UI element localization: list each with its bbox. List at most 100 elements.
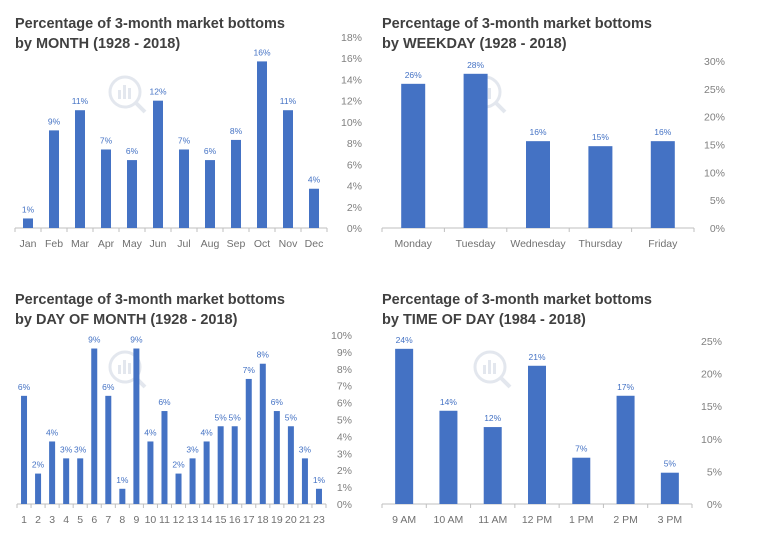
data-label: 4% [144, 427, 157, 437]
y-tick-label: 15% [704, 140, 725, 152]
y-tick-label: 4% [337, 431, 352, 443]
data-label: 5% [215, 412, 228, 422]
y-tick-label: 2% [347, 202, 362, 214]
data-label: 12% [484, 413, 501, 423]
bar-day-of-month-23 [315, 488, 322, 504]
data-label: 3% [186, 444, 199, 454]
data-label: 5% [664, 459, 677, 469]
bar-day-of-month-21 [301, 458, 308, 504]
data-label: 4% [308, 175, 321, 185]
y-tick-label: 0% [710, 223, 725, 235]
y-tick-label: 6% [337, 398, 352, 410]
bar-weekday-wednesday [526, 141, 550, 228]
data-label: 3% [299, 444, 312, 454]
x-tick-label: 11 [159, 514, 170, 526]
bar-day-of-month-11 [161, 411, 168, 504]
x-tick-label: Apr [98, 238, 115, 250]
x-tick-label: 1 PM [569, 514, 594, 526]
data-label: 6% [158, 397, 171, 407]
data-label: 2% [172, 460, 185, 470]
y-tick-label: 0% [707, 499, 722, 511]
y-tick-label: 5% [707, 466, 722, 478]
x-tick-label: 15 [215, 514, 227, 526]
bar-day-of-month-9 [133, 348, 140, 504]
data-label: 3% [74, 444, 87, 454]
x-tick-label: 12 [173, 514, 185, 526]
y-tick-label: 5% [710, 195, 725, 207]
y-tick-label: 12% [341, 96, 362, 108]
bar-day-of-month-4 [63, 458, 70, 504]
x-tick-label: 14 [201, 514, 213, 526]
x-tick-label: Jul [177, 238, 190, 250]
bar-month-jul [179, 149, 189, 228]
bar-weekday-friday [650, 141, 675, 228]
data-label: 2% [32, 460, 45, 470]
bar-month-sep [231, 139, 241, 228]
bar-month-mar [75, 110, 85, 228]
x-tick-label: May [122, 238, 143, 250]
bar-month-aug [205, 160, 215, 228]
x-tick-label: 12 PM [522, 514, 552, 526]
bar-day-of-month-7 [105, 395, 112, 504]
y-tick-label: 10% [701, 434, 722, 446]
x-tick-label: Nov [279, 238, 298, 250]
bar-time-of-day-12-pm [528, 365, 546, 504]
y-tick-label: 10% [341, 117, 362, 129]
x-tick-label: 21 [299, 514, 311, 526]
bar-day-of-month-2 [35, 473, 42, 504]
x-tick-label: Oct [254, 238, 270, 250]
x-tick-label: 16 [229, 514, 241, 526]
y-tick-label: 8% [337, 364, 352, 376]
data-label: 1% [313, 475, 326, 485]
bar-day-of-month-3 [49, 441, 56, 504]
x-tick-label: 11 AM [478, 514, 507, 526]
bar-month-jan [23, 218, 33, 228]
x-tick-label: Feb [45, 238, 63, 250]
title-line2: by WEEKDAY (1928 - 2018) [382, 36, 567, 52]
title-line2: by DAY OF MONTH (1928 - 2018) [15, 312, 238, 328]
y-tick-label: 5% [337, 415, 352, 427]
y-tick-label: 18% [341, 32, 362, 44]
y-tick-label: 0% [347, 223, 362, 235]
bar-time-of-day-9-am [395, 348, 414, 504]
bar-day-of-month-16 [231, 426, 238, 504]
x-tick-label: 3 PM [658, 514, 683, 526]
y-tick-label: 7% [337, 381, 352, 393]
x-tick-label: Aug [201, 238, 220, 250]
data-label: 7% [575, 444, 588, 454]
data-label: 26% [405, 70, 422, 80]
data-label: 24% [396, 335, 413, 345]
bar-day-of-month-17 [245, 378, 252, 504]
bar-weekday-thursday [588, 146, 613, 228]
x-tick-label: 18 [257, 514, 269, 526]
x-tick-label: 13 [187, 514, 199, 526]
x-tick-label: 7 [105, 514, 111, 526]
x-tick-label: 23 [313, 514, 325, 526]
bar-day-of-month-19 [273, 411, 280, 504]
y-tick-label: 0% [337, 499, 352, 511]
x-tick-label: Mar [71, 238, 90, 250]
title-line1: Percentage of 3-month market bottoms [15, 292, 285, 308]
x-tick-label: 2 [35, 514, 41, 526]
bar-day-of-month-14 [203, 441, 210, 504]
bar-day-of-month-1 [21, 395, 28, 504]
data-label: 16% [654, 127, 671, 137]
x-tick-label: 9 [133, 514, 139, 526]
bar-day-of-month-13 [189, 458, 196, 504]
bar-month-nov [283, 110, 293, 228]
data-label: 4% [46, 427, 59, 437]
y-tick-label: 20% [701, 369, 722, 381]
watermark-logo-icon [473, 350, 512, 389]
data-label: 12% [149, 87, 166, 97]
bar-day-of-month-5 [77, 458, 84, 504]
x-tick-label: Wednesday [510, 238, 566, 250]
x-tick-label: Jan [20, 238, 37, 250]
bar-weekday-tuesday [463, 73, 488, 228]
x-tick-label: 20 [285, 514, 297, 526]
data-label: 16% [253, 47, 270, 57]
watermark-logo-icon [108, 350, 147, 389]
x-tick-label: 6 [91, 514, 97, 526]
data-label: 8% [257, 350, 270, 360]
data-label: 6% [102, 382, 115, 392]
x-tick-label: 5 [77, 514, 83, 526]
